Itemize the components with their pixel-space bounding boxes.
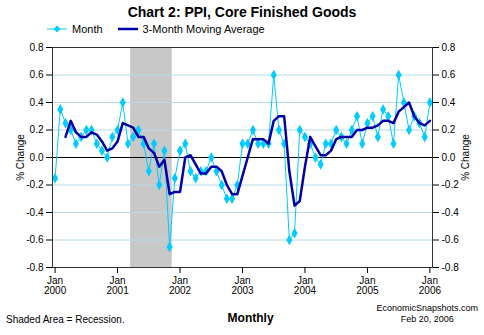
svg-text:0.4: 0.4 (30, 97, 44, 108)
svg-text:% Change: % Change (15, 134, 26, 181)
svg-text:-0.6: -0.6 (26, 234, 44, 245)
html-text:Shaded Area = Recession.: Shaded Area = Recession. (6, 314, 125, 325)
svg-text:0.2: 0.2 (30, 124, 44, 135)
svg-text:-0.4: -0.4 (26, 207, 44, 218)
svg-text:Jan2004: Jan2004 (294, 275, 317, 296)
svg-text:-0.6: -0.6 (442, 234, 460, 245)
svg-text:Jan2006: Jan2006 (419, 275, 442, 296)
svg-text:-0.8: -0.8 (26, 262, 44, 273)
html-text:3-Month Moving Average: 3-Month Moving Average (142, 23, 265, 35)
svg-text:Jan2001: Jan2001 (106, 275, 129, 296)
html-text:Month: Month (72, 23, 103, 35)
svg-text:Jan2005: Jan2005 (356, 275, 379, 296)
svg-text:-0.8: -0.8 (442, 262, 460, 273)
svg-text:-0.2: -0.2 (26, 179, 44, 190)
svg-text:Jan2002: Jan2002 (169, 275, 192, 296)
svg-text:0.0: 0.0 (442, 152, 456, 163)
svg-text:% Change: % Change (460, 134, 471, 181)
svg-text:-0.4: -0.4 (442, 207, 460, 218)
svg-text:0.6: 0.6 (30, 69, 44, 80)
svg-text:-0.2: -0.2 (442, 179, 460, 190)
svg-text:Jan2000: Jan2000 (44, 275, 67, 296)
svg-text:0.8: 0.8 (30, 42, 44, 53)
html-text:Monthly: Monthly (227, 311, 274, 325)
svg-text:Jan2003: Jan2003 (231, 275, 254, 296)
svg-text:0.4: 0.4 (442, 97, 456, 108)
svg-text:0.6: 0.6 (442, 69, 456, 80)
html-text:EconomicSnapshots.com Feb 20,: EconomicSnapshots.com Feb 20, 2006 (376, 303, 478, 324)
svg-text:0.2: 0.2 (442, 124, 456, 135)
svg-text:0.0: 0.0 (30, 152, 44, 163)
svg-text:0.8: 0.8 (442, 42, 456, 53)
html-text:Chart 2: PPI, Core Finished Go: Chart 2: PPI, Core Finished Goods (127, 4, 357, 20)
